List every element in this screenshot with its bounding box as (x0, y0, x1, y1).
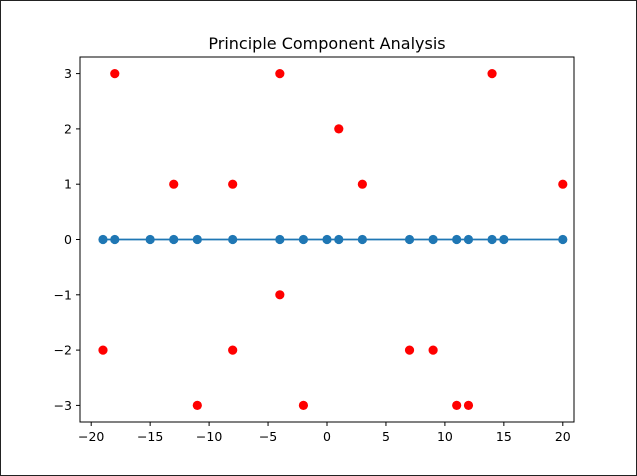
projected-point (558, 234, 568, 245)
projected-point (275, 234, 285, 245)
projected-point (428, 234, 438, 245)
x-tick-label: 0 (323, 429, 331, 444)
data-point (558, 179, 568, 189)
y-tick-label: −1 (54, 287, 72, 302)
x-tick-label: 5 (382, 429, 390, 444)
data-point (98, 345, 108, 355)
x-tick-label: 20 (555, 429, 571, 444)
data-point (110, 68, 120, 79)
x-tick-label: 10 (437, 429, 453, 444)
data-point (275, 290, 285, 300)
projected-point (110, 234, 120, 245)
data-point (192, 400, 202, 411)
data-point (169, 179, 179, 189)
y-tick-label: −2 (54, 343, 72, 358)
y-tick-label: 0 (64, 232, 72, 247)
projected-point (322, 234, 332, 245)
projected-point (145, 234, 155, 245)
x-tick-label: −20 (78, 429, 104, 444)
projected-point (404, 234, 415, 245)
data-point (452, 400, 462, 411)
data-point (463, 400, 474, 411)
x-tick-label: −10 (196, 429, 222, 444)
projected-point (499, 234, 509, 245)
data-point (487, 68, 497, 79)
y-tick-label: −3 (54, 398, 72, 413)
projected-point (298, 234, 309, 245)
x-tick-label: −15 (137, 429, 163, 444)
projected-point (487, 234, 497, 245)
projected-point (357, 234, 367, 245)
data-point (228, 345, 238, 355)
data-point (228, 179, 238, 189)
x-tick-label: −5 (259, 429, 277, 444)
data-point (298, 400, 309, 411)
data-point (275, 68, 285, 79)
chart-title: Principle Component Analysis (208, 34, 445, 53)
projected-point (192, 234, 202, 245)
projected-point (463, 234, 474, 245)
y-tick-label: 1 (64, 177, 72, 192)
data-point (404, 345, 415, 355)
y-tick-label: 2 (64, 121, 72, 136)
data-point (334, 124, 344, 134)
data-point (428, 345, 438, 355)
x-tick-label: 15 (496, 429, 512, 444)
data-point (357, 179, 367, 189)
projected-point (98, 234, 108, 245)
projected-point (334, 234, 344, 245)
projected-point (228, 234, 238, 245)
y-tick-label: 3 (64, 66, 72, 81)
projected-point (169, 234, 179, 245)
projected-point (452, 234, 462, 245)
